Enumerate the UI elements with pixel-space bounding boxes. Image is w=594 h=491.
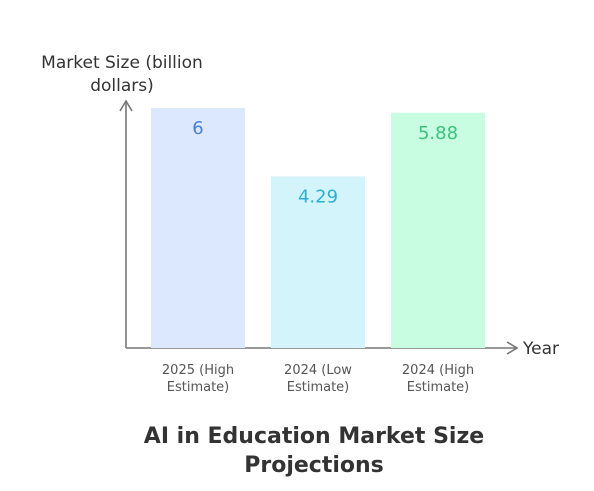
chart-title: AI in Education Market Size Projections bbox=[143, 424, 485, 478]
bar bbox=[151, 108, 245, 348]
bar bbox=[271, 176, 365, 348]
y-axis-arrow bbox=[119, 99, 133, 112]
value-label: 5.88 bbox=[418, 123, 458, 144]
value-label: 4.29 bbox=[298, 186, 338, 207]
y-axis-label: Market Size (billion dollars) bbox=[41, 53, 203, 96]
x-tick-label: 2024 (Low Estimate) bbox=[284, 363, 352, 395]
bar bbox=[391, 112, 485, 348]
value-label: 6 bbox=[192, 118, 203, 139]
x-axis-label: Year bbox=[523, 339, 559, 359]
x-axis-arrow bbox=[506, 341, 519, 355]
x-tick-label: 2025 (High Estimate) bbox=[161, 363, 235, 395]
x-tick-label: 2024 (High Estimate) bbox=[401, 363, 475, 395]
